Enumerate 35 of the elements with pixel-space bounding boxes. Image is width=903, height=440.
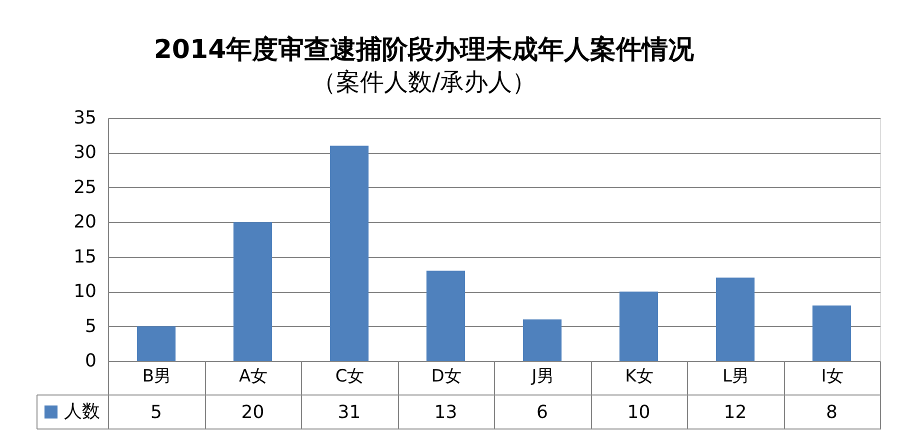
chart-title: 2014年度审查逮捕阶段办理未成年人案件情况 — [154, 35, 696, 65]
x-tick-label: L男 — [722, 366, 749, 386]
y-tick-label: 30 — [74, 142, 96, 164]
x-tick-label: C女 — [335, 366, 364, 386]
data-label: 10 — [627, 402, 650, 423]
data-label: 13 — [434, 402, 458, 423]
bar — [812, 305, 852, 361]
bar — [330, 146, 369, 361]
bar — [426, 270, 466, 361]
data-label: 5 — [150, 402, 162, 423]
x-tick-label: K女 — [625, 366, 654, 386]
y-tick-label: 25 — [74, 176, 96, 198]
bar — [522, 319, 562, 361]
y-tick-label: 15 — [74, 246, 96, 268]
x-tick-label: A女 — [238, 366, 268, 386]
x-tick-label: I女 — [821, 366, 844, 386]
y-tick-label: 20 — [74, 212, 96, 233]
data-label: 20 — [241, 402, 264, 423]
bar — [233, 222, 272, 361]
y-tick-label: 5 — [85, 316, 96, 337]
legend-label: 人数 — [64, 401, 100, 422]
bar — [716, 278, 755, 361]
bar — [619, 292, 658, 361]
chart-subtitle: （案件人数/承办人） — [312, 68, 536, 96]
x-tick-label: B男 — [142, 366, 172, 386]
data-label: 6 — [536, 402, 548, 423]
y-tick-label: 0 — [85, 350, 96, 372]
bar — [136, 326, 176, 361]
data-label: 31 — [338, 402, 361, 423]
y-tick-label: 35 — [74, 108, 96, 128]
data-label: 8 — [826, 402, 838, 423]
y-tick-label: 10 — [74, 281, 96, 302]
x-tick-label: D女 — [431, 366, 462, 386]
data-label: 12 — [724, 402, 747, 423]
x-tick-label: J男 — [530, 366, 554, 386]
